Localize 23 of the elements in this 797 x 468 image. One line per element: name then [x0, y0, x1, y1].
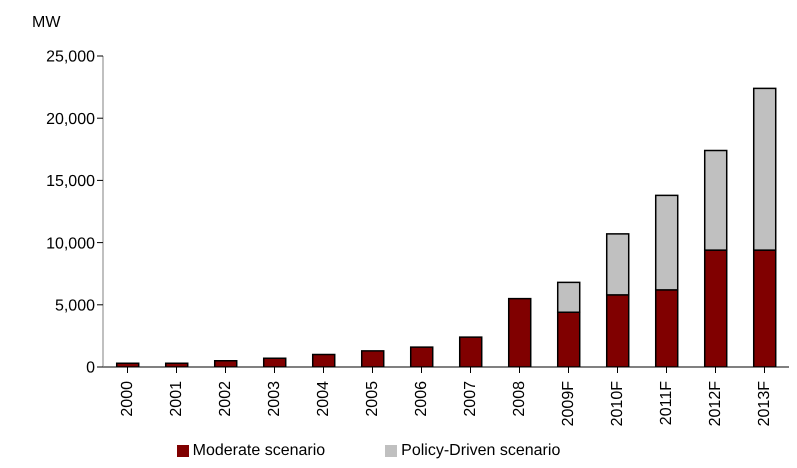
x-tick-label: 2000	[119, 380, 136, 417]
x-tick-label: 2001	[168, 380, 185, 417]
y-tick-label: 25,000	[46, 48, 96, 66]
x-tick-label: 2004	[315, 380, 332, 417]
x-tick-label: 2013F	[756, 380, 773, 426]
x-tick-label: 2008	[511, 380, 528, 417]
x-tick-label: 2005	[364, 380, 381, 417]
y-tick-label: 20,000	[46, 110, 96, 128]
legend-label: Policy-Driven scenario	[401, 442, 560, 459]
y-axis-title: MW	[32, 14, 60, 32]
x-tick-label: 2002	[217, 380, 234, 417]
x-tick-label: 2007	[462, 380, 479, 417]
x-tick-label: 2006	[413, 380, 430, 417]
y-tick-label: 10,000	[46, 235, 96, 252]
x-tick-label: 2012F	[707, 380, 724, 426]
x-tick-label: 2009F	[560, 380, 577, 426]
y-tick-label: 5,000	[54, 297, 96, 314]
y-tick-label: 15,000	[46, 173, 96, 190]
y-tick-label: 0	[86, 360, 96, 377]
x-tick-label: 2003	[266, 380, 283, 417]
legend-label: Moderate scenario	[192, 442, 326, 459]
x-tick-label: 2010F	[609, 380, 626, 426]
x-tick-label: 2011F	[658, 380, 675, 426]
